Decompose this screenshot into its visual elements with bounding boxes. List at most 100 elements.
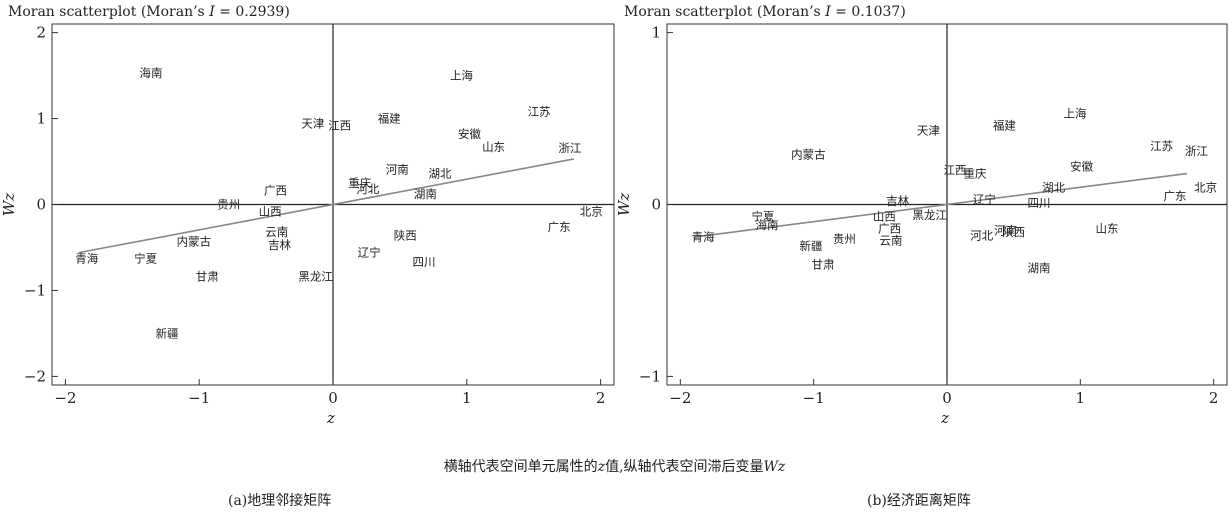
point-label: 四川	[1028, 196, 1051, 210]
point-label: 山东	[482, 140, 505, 154]
chart-title: Moran scatterplot (Moran’s I = 0.2939)	[8, 4, 290, 20]
moran-scatterplot-economic: Moran scatterplot (Moran’s I = 0.1037) −…	[615, 0, 1229, 427]
point-label: 山东	[1096, 222, 1119, 236]
x-tick-label: 2	[596, 389, 606, 407]
point-label: 海南	[140, 66, 163, 80]
point-label: 贵州	[217, 198, 240, 212]
point-label: 上海	[450, 69, 473, 83]
point-label: 湖北	[1042, 180, 1065, 194]
x-tick-label: −1	[803, 389, 825, 407]
point-label: 天津	[917, 124, 940, 138]
point-label: 甘肃	[196, 270, 219, 284]
point-label: 云南	[880, 234, 903, 248]
point-label: 山西	[259, 204, 282, 218]
y-tick-label: −2	[24, 367, 46, 385]
point-label: 上海	[1064, 106, 1087, 120]
point-label: 江西	[944, 163, 967, 177]
title-prefix: Moran scatterplot (Moran’s	[8, 4, 210, 20]
point-label: 黑龙江	[912, 208, 947, 222]
moran-scatterplot-geographic: Moran scatterplot (Moran’s I = 0.2939) −…	[0, 0, 616, 427]
point-label: 四川	[412, 255, 435, 269]
point-label: 福建	[993, 118, 1016, 132]
caption-z: z	[597, 459, 606, 475]
point-label: 天津	[301, 117, 324, 131]
point-label: 江苏	[1150, 139, 1173, 153]
x-tick-label: 2	[1209, 389, 1219, 407]
point-label: 辽宁	[358, 246, 381, 260]
point-label: 江苏	[528, 105, 551, 119]
regression-line	[693, 172, 1188, 238]
y-tick-label: 2	[36, 24, 46, 42]
point-label: 安徽	[1070, 160, 1093, 174]
x-tick-label: 1	[462, 389, 472, 407]
y-tick-label: 1	[36, 110, 46, 128]
title-suffix: = 0.2939)	[214, 4, 290, 20]
title-italic: I	[825, 4, 831, 20]
point-label: 黑龙江	[298, 270, 333, 284]
subcaption-b: (b)经济距离矩阵	[867, 493, 971, 509]
subcaption-a: (a)地理邻接矩阵	[228, 493, 332, 509]
point-label: 甘肃	[812, 258, 835, 272]
x-tick-label: 1	[1076, 389, 1086, 407]
title-suffix: = 0.1037)	[830, 4, 906, 20]
x-tick-label: −2	[669, 389, 691, 407]
point-label: 青海	[692, 230, 715, 244]
caption-prefix: 横轴代表空间单元属性的	[443, 459, 598, 475]
point-label: 重庆	[348, 176, 371, 190]
point-label: 浙江	[558, 141, 581, 155]
point-label: 广东	[548, 220, 571, 234]
point-label: 河北	[356, 182, 379, 196]
point-label: 北京	[580, 204, 603, 218]
point-label: 河北	[970, 228, 993, 242]
point-label: 内蒙古	[791, 148, 826, 162]
point-label: 河南	[386, 162, 409, 176]
point-label: 新疆	[800, 239, 823, 253]
point-label: 山西	[873, 210, 896, 224]
point-label: 广东	[1164, 189, 1187, 203]
point-label: 福建	[378, 112, 401, 126]
point-label: 湖南	[414, 187, 437, 201]
x-tick-label: 0	[942, 389, 952, 407]
y-tick-label: −1	[639, 367, 661, 385]
y-tick-label: 0	[36, 196, 46, 214]
figure-caption: 横轴代表空间单元属性的z值,纵轴代表空间滞后变量Wz	[0, 456, 1229, 476]
title-italic: I	[209, 4, 215, 20]
x-tick-label: −2	[54, 389, 76, 407]
caption-middle: 值,纵轴代表空间滞后变量	[605, 459, 764, 475]
x-tick-label: 0	[328, 389, 338, 407]
point-label: 陕西	[394, 228, 417, 242]
point-label: 辽宁	[973, 192, 996, 206]
caption-wz: Wz	[763, 459, 786, 475]
x-axis-label: z	[326, 409, 335, 427]
point-label: 宁夏	[134, 252, 157, 266]
point-label: 广西	[878, 222, 901, 236]
point-label: 湖北	[429, 167, 452, 181]
point-label: 重庆	[964, 167, 987, 181]
point-label: 吉林	[886, 194, 909, 208]
point-label: 陕西	[1002, 225, 1025, 239]
point-label: 吉林	[268, 238, 291, 252]
y-tick-label: 1	[651, 24, 661, 42]
point-label: 宁夏	[752, 210, 775, 224]
point-label: 新疆	[156, 326, 179, 340]
y-axis-label: Wz	[0, 193, 18, 216]
point-label: 海南	[756, 218, 779, 232]
point-label: 湖南	[1028, 261, 1051, 275]
point-label: 贵州	[833, 232, 856, 246]
point-label: 内蒙古	[177, 234, 212, 248]
y-tick-label: −1	[24, 281, 46, 299]
point-label: 广西	[264, 184, 287, 198]
x-axis-label: z	[940, 409, 949, 427]
point-label: 浙江	[1185, 144, 1209, 158]
point-label: 青海	[75, 252, 98, 266]
title-prefix: Moran scatterplot (Moran’s	[624, 4, 826, 20]
chart-title: Moran scatterplot (Moran’s I = 0.1037)	[624, 4, 906, 20]
point-label: 江西	[328, 118, 351, 132]
point-label: 安徽	[458, 127, 481, 141]
x-tick-label: −1	[188, 389, 210, 407]
regression-line	[78, 158, 575, 254]
point-label: 北京	[1194, 180, 1217, 194]
y-axis-label: Wz	[615, 193, 633, 216]
